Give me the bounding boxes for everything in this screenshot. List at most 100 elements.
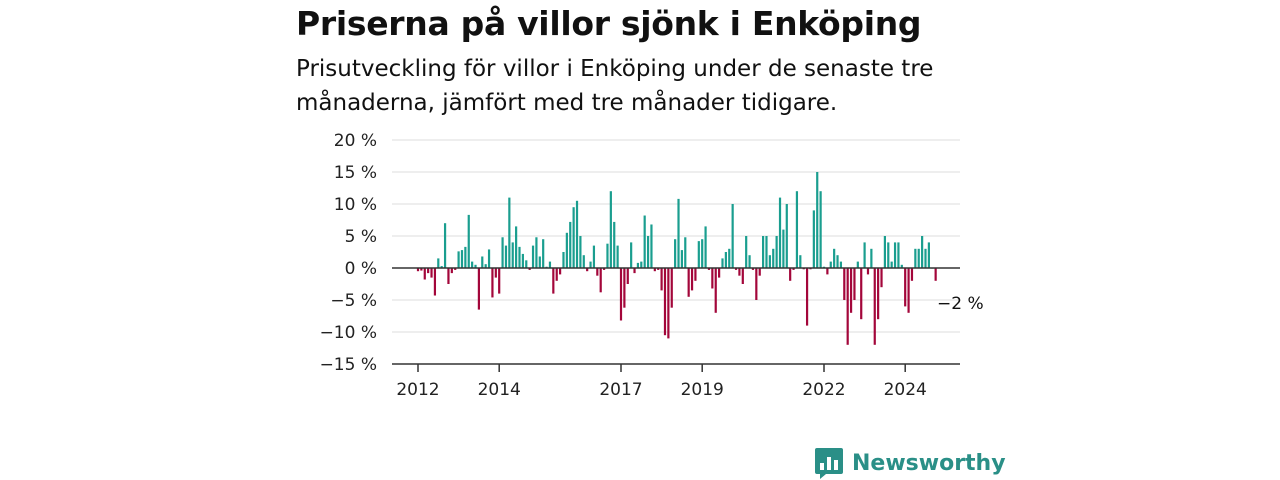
bar: [890, 261, 893, 268]
tick-labels: 20 % 15 % 10 % 5 % 0 % −5 % −10 % −15 % 2012 2014…: [320, 131, 984, 400]
bar: [657, 268, 660, 270]
bar: [694, 268, 697, 281]
page-subtitle: Prisutveckling för villor i Enköping und…: [296, 56, 934, 116]
y-tick-label: 20 %: [334, 131, 377, 151]
bar: [606, 243, 609, 268]
bar: [866, 268, 870, 275]
bar: [572, 207, 575, 268]
bar: [843, 268, 846, 300]
y-tick-label: 10 %: [334, 195, 377, 215]
brand-logo: Newsworthy: [814, 446, 1006, 480]
bar: [559, 268, 562, 275]
bar: [609, 191, 612, 268]
bar: [660, 268, 663, 291]
bar: [535, 237, 538, 268]
bar: [619, 268, 623, 321]
bar: [687, 268, 690, 297]
bar: [599, 268, 602, 293]
y-tick-label: 0 %: [345, 259, 377, 279]
bar: [562, 252, 565, 268]
bar: [596, 268, 599, 276]
bar: [663, 268, 667, 336]
bar: [877, 268, 880, 320]
bar: [586, 268, 589, 272]
y-tick-label: −15 %: [320, 355, 377, 375]
bar: [443, 223, 447, 268]
bar: [636, 262, 640, 268]
bar: [616, 245, 619, 268]
bar: [447, 268, 450, 284]
bar: [904, 268, 907, 307]
bar: [481, 256, 484, 268]
bar: [829, 261, 832, 268]
bar: [860, 268, 863, 320]
bar: [423, 268, 426, 280]
bar: [450, 268, 453, 274]
bar: [833, 248, 836, 268]
bar: [582, 255, 585, 268]
bar: [525, 260, 528, 268]
bar: [795, 191, 799, 268]
brand-name: Newsworthy: [852, 450, 1006, 476]
bar: [751, 268, 755, 270]
bar: [650, 224, 653, 268]
bar: [812, 210, 815, 268]
bar: [782, 229, 785, 268]
bar: [897, 242, 900, 268]
bar: [508, 197, 511, 268]
bar: [630, 242, 633, 268]
bar: [914, 248, 917, 268]
bar: [741, 268, 744, 284]
bar: [498, 268, 501, 294]
bar: [711, 268, 714, 289]
axes: [392, 267, 960, 372]
bar: [474, 264, 477, 268]
bar: [467, 214, 470, 268]
bar: [460, 250, 464, 268]
bar: [477, 268, 480, 310]
bar: [680, 250, 683, 268]
bar: [684, 237, 687, 268]
bar: [464, 246, 467, 268]
bar: [704, 226, 707, 268]
bar: [724, 252, 727, 268]
bar: [734, 268, 738, 270]
bar: [690, 268, 694, 291]
bar: [494, 268, 497, 278]
bar: [846, 268, 849, 345]
x-tick-label: 2024: [884, 380, 927, 400]
bar: [670, 268, 673, 308]
bar: [921, 236, 924, 268]
bar: [765, 236, 768, 268]
bar: [758, 268, 761, 276]
bar: [870, 248, 873, 268]
page-title: Priserna på villor sjönk i Enköping: [296, 4, 922, 43]
grid-lines: [392, 139, 960, 333]
bar: [579, 236, 582, 268]
bar: [762, 236, 765, 268]
bar: [792, 268, 795, 270]
y-tick-label: 5 %: [345, 227, 377, 247]
bar: [887, 242, 890, 268]
bar: [440, 266, 443, 268]
bar: [910, 268, 914, 281]
x-tick-label: 2017: [599, 380, 642, 400]
bar: [799, 255, 802, 268]
bar: [718, 268, 721, 278]
bar: [565, 232, 568, 268]
bar: [883, 236, 886, 268]
bar: [427, 268, 430, 274]
bar: [548, 261, 552, 268]
bar: [677, 198, 680, 268]
bar: [515, 226, 518, 268]
bar: [836, 255, 839, 268]
bar: [775, 236, 778, 268]
bar: [856, 261, 859, 268]
bar: [721, 258, 724, 268]
bar: [907, 268, 910, 313]
bar: [849, 268, 853, 313]
bar: [819, 191, 822, 268]
bar: [745, 236, 748, 268]
bar: [633, 268, 636, 274]
